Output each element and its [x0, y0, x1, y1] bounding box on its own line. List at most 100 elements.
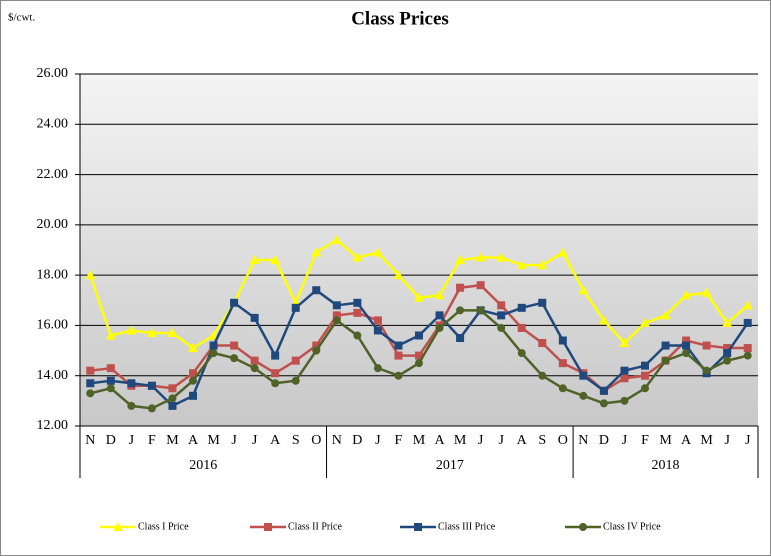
marker [373, 364, 382, 373]
y-axis-label: $/cwt. [8, 12, 35, 24]
marker [435, 311, 444, 320]
x-tick-label: A [434, 433, 445, 448]
marker [641, 361, 649, 370]
x-tick-label: J [129, 433, 135, 448]
marker [312, 346, 321, 355]
marker [723, 356, 732, 365]
marker [230, 354, 239, 363]
marker [291, 303, 300, 312]
marker [701, 287, 712, 297]
marker [681, 290, 692, 300]
marker [538, 339, 547, 348]
marker [209, 341, 218, 350]
marker [598, 315, 609, 325]
marker [168, 384, 177, 393]
marker [86, 379, 95, 388]
x-tick-label: A [270, 433, 281, 448]
marker [168, 394, 177, 403]
x-tick-label: S [292, 433, 300, 448]
marker [723, 344, 732, 353]
x-tick-label: M [454, 433, 467, 448]
marker [742, 300, 753, 310]
marker [106, 364, 115, 373]
marker [189, 369, 197, 378]
marker [352, 252, 363, 262]
marker [661, 356, 670, 365]
x-tick-label: J [622, 433, 628, 448]
marker [353, 331, 362, 340]
x-tick-label: F [641, 433, 649, 448]
marker [332, 311, 341, 320]
marker [661, 341, 670, 350]
marker [558, 336, 567, 345]
x-tick-label: J [724, 433, 730, 448]
marker [353, 308, 362, 317]
marker [497, 301, 506, 310]
marker [557, 247, 568, 257]
marker [517, 349, 526, 358]
marker [496, 252, 507, 262]
marker [372, 247, 383, 257]
group-label: 2016 [189, 458, 217, 473]
marker [209, 349, 218, 358]
marker [538, 371, 547, 380]
x-tick-label: M [659, 433, 672, 448]
marker [230, 298, 239, 307]
x-tick-label: F [148, 433, 156, 448]
legend-label: Class III Price [438, 521, 496, 532]
marker [682, 336, 691, 345]
marker [312, 341, 321, 350]
marker [414, 292, 424, 302]
x-tick-label: J [498, 433, 504, 448]
marker [271, 379, 280, 388]
marker [660, 310, 671, 320]
x-tick-label: S [538, 433, 546, 448]
legend-marker [264, 523, 272, 531]
marker [332, 301, 341, 310]
marker [641, 371, 649, 380]
y-tick-label: 20.00 [37, 217, 69, 232]
marker [188, 343, 198, 353]
marker [393, 270, 404, 280]
x-tick-label: N [332, 433, 342, 448]
marker [723, 349, 732, 358]
legend-marker [414, 523, 422, 531]
marker [516, 260, 527, 270]
marker [415, 351, 423, 360]
marker [599, 399, 608, 408]
marker [497, 311, 506, 320]
marker [270, 255, 281, 265]
marker [558, 384, 567, 393]
marker [127, 379, 136, 388]
x-tick-label: D [106, 433, 116, 448]
marker [578, 285, 589, 295]
marker [86, 389, 95, 398]
marker [271, 351, 280, 360]
legend-label: Class I Price [138, 521, 189, 532]
legend-marker [579, 523, 587, 531]
x-tick-label: A [517, 433, 528, 448]
marker [106, 376, 115, 385]
x-tick-label: J [375, 433, 381, 448]
x-tick-label: D [599, 433, 609, 448]
marker [640, 317, 650, 327]
x-tick-label: F [395, 433, 403, 448]
x-tick-label: J [745, 433, 751, 448]
marker [415, 331, 423, 340]
marker [85, 270, 96, 280]
marker [619, 338, 630, 348]
chart-title: Class Prices [351, 8, 449, 29]
marker [682, 341, 691, 350]
x-tick-label: A [681, 433, 692, 448]
marker [291, 376, 300, 385]
marker [353, 298, 362, 307]
marker [620, 374, 629, 383]
marker [167, 327, 178, 337]
marker [332, 316, 341, 325]
y-tick-label: 24.00 [37, 117, 69, 132]
marker [538, 298, 547, 307]
marker [599, 386, 608, 395]
marker [394, 371, 403, 380]
x-tick-label: N [85, 433, 95, 448]
marker [476, 306, 485, 315]
